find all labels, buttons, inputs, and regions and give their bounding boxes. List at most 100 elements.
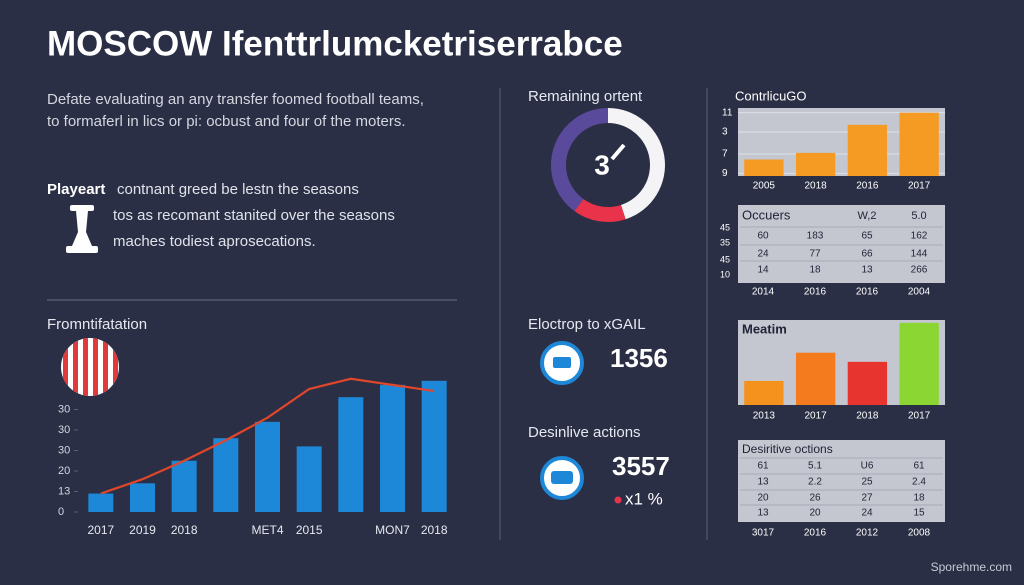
table-cell: 24 [757, 249, 769, 260]
bar [847, 124, 888, 176]
table-footer: 2016 [804, 287, 827, 298]
bar [899, 112, 939, 176]
table-cell: 13 [861, 265, 873, 276]
panel [738, 440, 945, 522]
table-cell: 60 [757, 231, 769, 242]
table-footer: 2016 [804, 528, 827, 539]
table-cell: 66 [861, 249, 873, 260]
table-cell: 61 [757, 461, 769, 472]
x-tick-label: 2017 [805, 411, 828, 422]
table-cell: 61 [913, 461, 925, 472]
table-cell: 77 [809, 249, 821, 260]
table-cell: 13 [757, 477, 769, 488]
table-cell: U6 [861, 461, 874, 472]
table-cell: 25 [861, 477, 873, 488]
metric-title: Desinlive actions [528, 424, 641, 441]
chart-title: Meatim [742, 321, 787, 336]
bar [421, 380, 447, 512]
y-tick-label: 13 [58, 485, 70, 497]
x-tick-label: 2017 [908, 411, 931, 422]
line [100, 377, 435, 495]
metric-value: 3557 [612, 451, 670, 481]
x-tick-label: 2018 [171, 523, 198, 537]
y-tick-label: 3 [722, 127, 728, 138]
bar [847, 361, 888, 405]
player-text: contnant greed be lestn the seasons [117, 181, 359, 198]
table-cell: 14 [757, 265, 769, 276]
watermark: Sporehme.com [931, 560, 1012, 574]
table-cell: 65 [861, 231, 873, 242]
panel [738, 205, 945, 283]
player-line: tos as recomant stanited over the season… [113, 207, 395, 224]
donut-slice [574, 198, 626, 222]
player-label: Playeart [47, 181, 105, 198]
y-tick-label: 20 [58, 465, 70, 477]
x-tick-label: MET4 [251, 523, 283, 537]
chart-title: Fromntifatation [47, 316, 147, 333]
table-footer: 2012 [856, 528, 879, 539]
table-cell: 162 [911, 231, 928, 242]
table-footer: 2004 [908, 287, 931, 298]
intro: to formaferl in lics or pi: ocbust and f… [47, 113, 406, 130]
x-tick-label: 2005 [753, 181, 776, 192]
x-tick-label: 2017 [908, 181, 931, 192]
table-footer: 2014 [752, 287, 775, 298]
donut-accent [610, 143, 626, 161]
x-tick-label: 2013 [753, 411, 776, 422]
table-cell: 266 [911, 265, 928, 276]
table-footer: 2016 [856, 287, 879, 298]
x-tick-label: 2016 [856, 181, 879, 192]
table-cell: 24 [861, 508, 873, 519]
bar [899, 322, 939, 405]
x-tick-label: 2017 [87, 523, 114, 537]
note-dot [614, 496, 622, 504]
table-cell: 15 [913, 508, 925, 519]
row-label: 45 [720, 254, 730, 264]
bar [130, 483, 155, 512]
y-tick-label: 30 [58, 403, 70, 415]
player-line: maches todiest aprosecations. [113, 233, 316, 250]
metric-title: Eloctrop to xGAIL [528, 316, 646, 333]
y-tick-label: 7 [722, 149, 728, 160]
y-tick-label: 9 [722, 168, 728, 179]
x-tick-label: 2019 [129, 523, 156, 537]
table-cell: 20 [809, 508, 821, 519]
bar [88, 493, 114, 512]
metric-icon [553, 357, 571, 368]
row-label: 45 [720, 222, 730, 232]
donut-center: 3 [594, 149, 610, 180]
metric-value: 1356 [610, 343, 668, 373]
bar [171, 460, 197, 512]
table-cell: 2.4 [912, 477, 926, 488]
x-tick-label: MON7 [375, 523, 410, 537]
bar [795, 152, 836, 176]
table-title: Occuers [742, 207, 791, 222]
table-cell: 144 [911, 249, 928, 260]
x-tick-label: 2015 [296, 523, 323, 537]
bar [338, 397, 364, 512]
table-cell: 18 [809, 265, 821, 276]
row-label: 10 [720, 269, 730, 279]
table-cell: 26 [809, 493, 821, 504]
y-tick-label: 0 [58, 506, 64, 518]
chart-title: Remaining ortent [528, 88, 643, 105]
x-tick-label: 2018 [805, 181, 828, 192]
y-tick-label: 11 [722, 107, 733, 118]
table-title: Desiritive octions [742, 442, 833, 456]
title: MOSCOW Ifenttrlumcketriserrabce [47, 24, 623, 63]
bar [380, 384, 405, 512]
table-cell: 2.2 [808, 477, 822, 488]
table-footer: 3017 [752, 528, 775, 539]
y-tick-label: 30 [58, 444, 70, 456]
bar [255, 421, 280, 512]
bar [213, 438, 239, 512]
table-cell: 27 [861, 493, 873, 504]
trophy-icon [66, 205, 98, 253]
chart-title: ContrlicuGO [735, 88, 807, 103]
table-header: W,2 [858, 210, 877, 222]
table-cell: 18 [913, 493, 925, 504]
table-cell: 5.1 [808, 461, 822, 472]
x-tick-label: 2018 [421, 523, 448, 537]
